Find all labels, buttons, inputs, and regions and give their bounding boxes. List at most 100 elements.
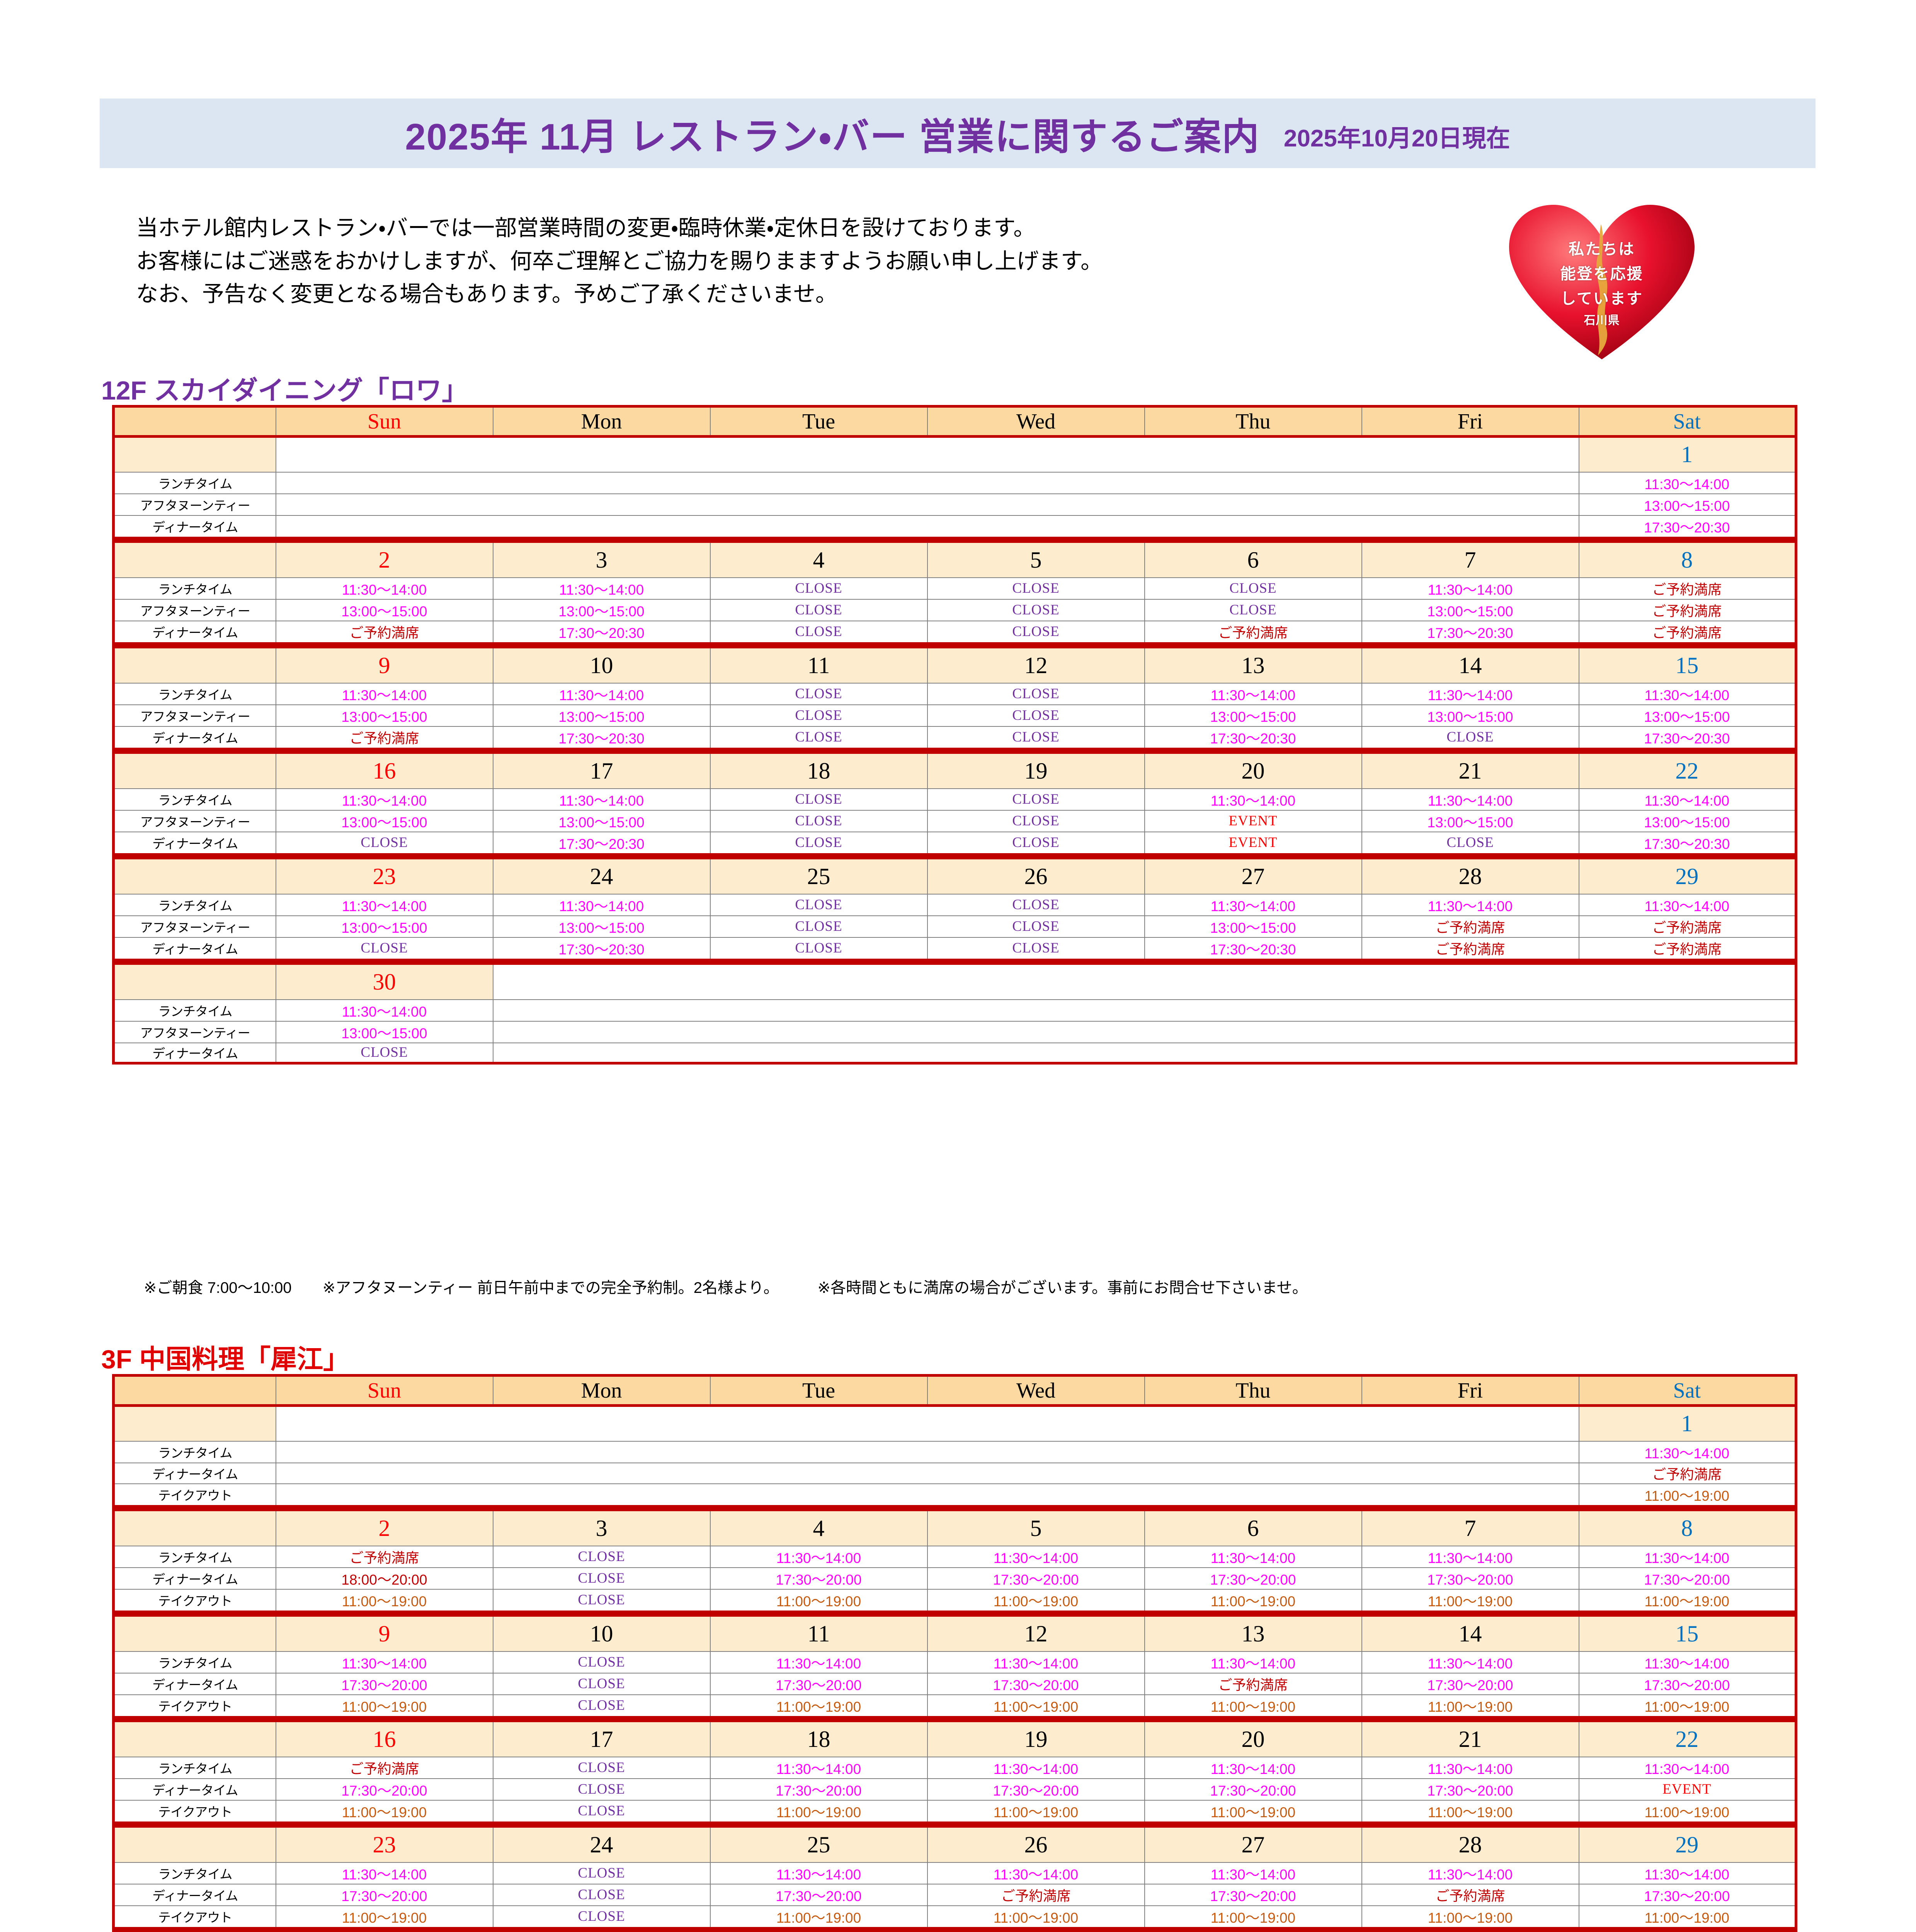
table-row: テイクアウト 11:00〜19:00 CLOSE 11:00〜19:00 11:00〜1…: [113, 1905, 1797, 1928]
week-date-row: 16 17 18 19 20 21 22: [113, 752, 1797, 789]
weekday-header-sat: Sat: [1578, 406, 1797, 438]
day-number-cell: 13: [1144, 1615, 1362, 1652]
week-separator-bar: [113, 1505, 1796, 1511]
empty-schedule-block: [275, 493, 1579, 516]
day-number-cell: 7: [1361, 541, 1579, 578]
schedule-cell: CLOSE: [927, 893, 1145, 916]
empty-schedule-block: [275, 515, 1579, 538]
week-separator-bar: [113, 1716, 1796, 1722]
schedule-cell: 17:30〜20:00: [275, 1883, 493, 1906]
row-label-corner: [113, 541, 276, 578]
empty-schedule-block: [275, 1483, 1579, 1506]
schedule-cell: 17:30〜20:30: [1144, 726, 1362, 749]
row-label-corner: [113, 1826, 276, 1863]
schedule-cell: 13:00〜15:00: [1578, 704, 1797, 727]
schedule-cell: ご予約満席: [275, 620, 493, 643]
day-number-cell: 16: [275, 752, 493, 789]
day-number-cell: 24: [492, 1826, 711, 1863]
row-label-2: アフタヌーンティー: [113, 599, 276, 621]
row-label-1: ランチタイム: [113, 682, 276, 705]
day-number-cell: 5: [927, 541, 1145, 578]
schedule-cell: 11:30〜14:00: [275, 682, 493, 705]
schedule-cell: CLOSE: [492, 1756, 711, 1779]
weekday-header-corner: [113, 1375, 276, 1407]
row-label-2: ディナータイム: [113, 1778, 276, 1801]
schedule-cell: 11:30〜14:00: [1578, 682, 1797, 705]
schedule-cell: CLOSE: [710, 893, 928, 916]
schedule-cell: ご予約満席: [1578, 937, 1797, 960]
schedule-cell: 13:00〜15:00: [1144, 915, 1362, 938]
week-separator-bar: [113, 642, 1796, 648]
schedule-cell: 11:30〜14:00: [1361, 577, 1579, 600]
row-label-1: ランチタイム: [113, 893, 276, 916]
schedule-cell: CLOSE: [1144, 577, 1362, 600]
table-row: ランチタイム 11:30〜14:00 CLOSE 11:30〜14:00 11:30〜1…: [113, 1651, 1797, 1673]
intro-paragraph: 当ホテル館内レストラン・バーでは一部営業時間の変更・臨時休業・定休日を設けており…: [136, 212, 1458, 311]
week-separator: [113, 958, 1796, 965]
day-number-cell: 29: [1578, 1826, 1797, 1863]
table-row: ランチタイム ご予約満席 CLOSE 11:30〜14:00 11:30〜14:00 11…: [113, 1756, 1797, 1779]
table-row: ディナータイム 17:30〜20:00 CLOSE 17:30〜20:00 ご予約満席 1…: [113, 1883, 1797, 1906]
row-label-1: ランチタイム: [113, 471, 276, 494]
table-row: ディナータイム 18:00〜20:00 CLOSE 17:30〜20:00 17:30〜…: [113, 1567, 1797, 1590]
day-number-cell: 28: [1361, 1826, 1579, 1863]
week-separator: [113, 747, 1796, 754]
schedule-cell: 17:30〜20:00: [927, 1778, 1145, 1801]
schedule-cell: CLOSE: [710, 682, 928, 705]
weekday-header-wed: Wed: [927, 406, 1145, 438]
schedule-cell: 13:00〜15:00: [275, 1020, 493, 1043]
schedule-cell: 11:30〜14:00: [927, 1756, 1145, 1779]
row-label-2: ディナータイム: [113, 1462, 276, 1484]
weekday-header-row: Sun Mon Tue Wed Thu Fri Sat: [113, 1375, 1797, 1407]
schedule-cell: 17:30〜20:30: [1361, 620, 1579, 643]
day-number-cell: 9: [275, 647, 493, 684]
table-row: アフタヌーンティー 13:00〜15:00 13:00〜15:00 CLOSE CLOS…: [113, 599, 1797, 621]
week-date-row: 16 17 18 19 20 21 22: [113, 1721, 1797, 1757]
schedule-cell: CLOSE: [927, 788, 1145, 811]
schedule-cell: 11:30〜14:00: [1361, 893, 1579, 916]
day-number-cell: 23: [275, 1826, 493, 1863]
schedule-cell: 11:00〜19:00: [1578, 1905, 1797, 1928]
row-label-3: テイクアウト: [113, 1588, 276, 1612]
day-number-cell: 29: [1578, 858, 1797, 895]
table-row: テイクアウト 11:00〜19:00 CLOSE 11:00〜19:00 11:00〜1…: [113, 1588, 1797, 1612]
schedule-cell: 11:00〜19:00: [1361, 1905, 1579, 1928]
weekday-header-tue: Tue: [710, 1375, 928, 1407]
schedule-cell: 18:00〜20:00: [275, 1567, 493, 1590]
table-row: ランチタイム 11:30〜14:00: [113, 999, 1797, 1022]
schedule-cell: ご予約満席: [1144, 1672, 1362, 1695]
intro-line-2: お客様にはご迷惑をおかけしますが、何卒ご理解とご協力を賜りまますようお願い申し上…: [136, 248, 1103, 274]
schedule-cell: CLOSE: [492, 1883, 711, 1906]
schedule-cell: 11:00〜19:00: [275, 1905, 493, 1928]
table-row: ディナータイム 17:30〜20:00 CLOSE 17:30〜20:00 17:30〜…: [113, 1672, 1797, 1695]
row-label-corner: [113, 963, 276, 1000]
table-row: ディナータイム CLOSE: [113, 1042, 1797, 1063]
day-number-cell: 18: [710, 1721, 928, 1757]
schedule-cell: 11:00〜19:00: [927, 1905, 1145, 1928]
schedule-cell: CLOSE: [492, 1545, 711, 1568]
schedule-cell: 11:30〜14:00: [492, 893, 711, 916]
schedule-cell: 13:00〜15:00: [1361, 810, 1579, 832]
day-number-cell: 17: [492, 752, 711, 789]
schedule-cell: 11:00〜19:00: [1578, 1483, 1797, 1506]
schedule-cell: 11:00〜19:00: [927, 1799, 1145, 1823]
schedule-cell: 11:30〜14:00: [710, 1651, 928, 1673]
table-row: ランチタイム 11:30〜14:00 CLOSE 11:30〜14:00 11:30〜1…: [113, 1862, 1797, 1884]
schedule-cell: 11:30〜14:00: [1361, 1651, 1579, 1673]
schedule-cell: 17:30〜20:00: [1361, 1778, 1579, 1801]
schedule-cell: 11:30〜14:00: [492, 577, 711, 600]
table-row: ランチタイム 11:30〜14:00: [113, 1440, 1797, 1463]
schedule-cell: EVENT: [1144, 831, 1362, 854]
week-date-row: 23 24 25 26 27 28 29: [113, 858, 1797, 895]
weekday-header-wed: Wed: [927, 1375, 1145, 1407]
schedule-cell: 11:30〜14:00: [1144, 788, 1362, 811]
week-separator: [113, 642, 1796, 648]
schedule-cell: ご予約満席: [1578, 1462, 1797, 1484]
schedule-cell: CLOSE: [1361, 831, 1579, 854]
day-number-cell: 9: [275, 1615, 493, 1652]
schedule-cell: 13:00〜15:00: [492, 599, 711, 621]
schedule-cell: CLOSE: [927, 704, 1145, 727]
schedule-cell: CLOSE: [710, 937, 928, 960]
section-heading-chinese: 3F 中国料理「犀江」: [101, 1345, 350, 1374]
table-row: ディナータイム 17:30〜20:30: [113, 515, 1797, 538]
